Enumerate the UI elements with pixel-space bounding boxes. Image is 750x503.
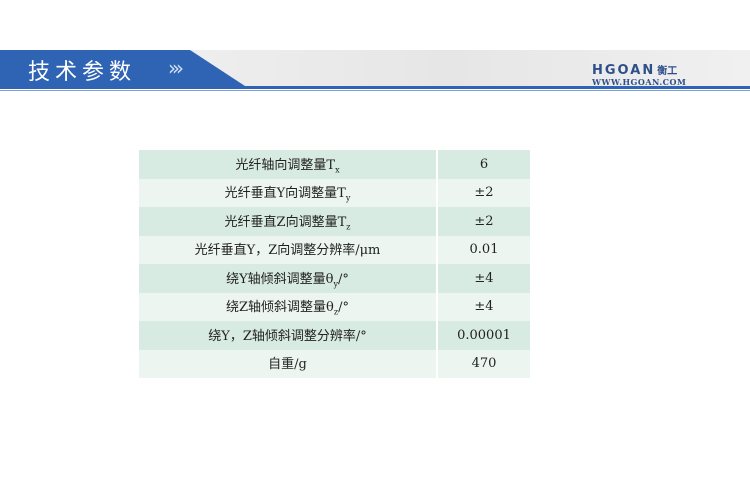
param-label: 绕Y轴倾斜调整量θy/° <box>139 264 438 293</box>
param-name: 绕Y，Z轴倾斜调整分辨率/° <box>208 328 367 344</box>
spec-table: 光纤轴向调整量Tx 6 光纤垂直Y向调整量Ty ±2 光纤垂直Z向调整量Tz ±2 光纤垂直… <box>139 150 530 378</box>
param-subscript: y <box>333 279 339 289</box>
param-name: 自重/g <box>268 357 307 373</box>
param-subscript: z <box>333 308 339 318</box>
table-row: 光纤轴向调整量Tx 6 <box>139 150 530 179</box>
header-divider <box>0 86 750 89</box>
param-value: ±2 <box>474 185 494 201</box>
brand-logo: HGOAN 衡工 <box>592 62 677 78</box>
logo-text: HGOAN <box>592 63 656 78</box>
param-label: 光纤轴向调整量Tx <box>139 150 438 179</box>
table-row: 绕Z轴倾斜调整量θz/° ±4 <box>139 292 530 321</box>
param-name: 光纤垂直Z向调整量T <box>224 214 347 230</box>
table-row: 光纤垂直Y向调整量Ty ±2 <box>139 178 530 207</box>
header-divider-thin <box>0 90 750 91</box>
param-label: 绕Z轴倾斜调整量θz/° <box>139 292 438 321</box>
logo-cn: 衡工 <box>657 66 678 77</box>
param-unit: /° <box>338 271 349 287</box>
param-subscript: x <box>335 165 340 175</box>
param-label: 绕Y，Z轴倾斜调整分辨率/° <box>139 321 438 350</box>
param-subscript: z <box>346 222 351 232</box>
param-label: 光纤垂直Y，Z向调整分辨率/μm <box>139 235 438 264</box>
param-value: ±4 <box>474 299 494 315</box>
param-name: 绕Y轴倾斜调整量θ <box>226 271 334 287</box>
param-unit: /° <box>338 300 349 316</box>
param-value: 0.00001 <box>457 327 511 343</box>
param-value: 6 <box>479 156 489 172</box>
table-row: 绕Y，Z轴倾斜调整分辨率/° 0.00001 <box>139 321 530 350</box>
page-title: 技术参数 <box>28 60 137 85</box>
param-label: 自重/g <box>139 349 438 378</box>
param-name: 光纤垂直Y，Z向调整分辨率/μm <box>194 243 381 259</box>
table-row: 光纤垂直Z向调整量Tz ±2 <box>139 207 530 236</box>
param-value: 470 <box>471 356 497 372</box>
brand-url: WWW.HGOAN.COM <box>592 77 687 87</box>
param-value: ±4 <box>474 270 494 286</box>
param-name: 光纤垂直Y向调整量T <box>224 186 346 202</box>
param-label: 光纤垂直Z向调整量Tz <box>139 207 438 236</box>
table-row: 光纤垂直Y，Z向调整分辨率/μm 0.01 <box>139 235 530 264</box>
table-row: 自重/g 470 <box>139 349 530 378</box>
param-name: 光纤轴向调整量T <box>235 157 336 173</box>
param-value: ±2 <box>474 213 494 229</box>
param-subscript: y <box>345 194 351 204</box>
param-value: 0.01 <box>469 242 499 258</box>
param-label: 光纤垂直Y向调整量Ty <box>139 178 438 207</box>
chevron-right-icon: ››› <box>168 56 184 80</box>
table-row: 绕Y轴倾斜调整量θy/° ±4 <box>139 264 530 293</box>
param-name: 绕Z轴倾斜调整量θ <box>226 300 334 316</box>
